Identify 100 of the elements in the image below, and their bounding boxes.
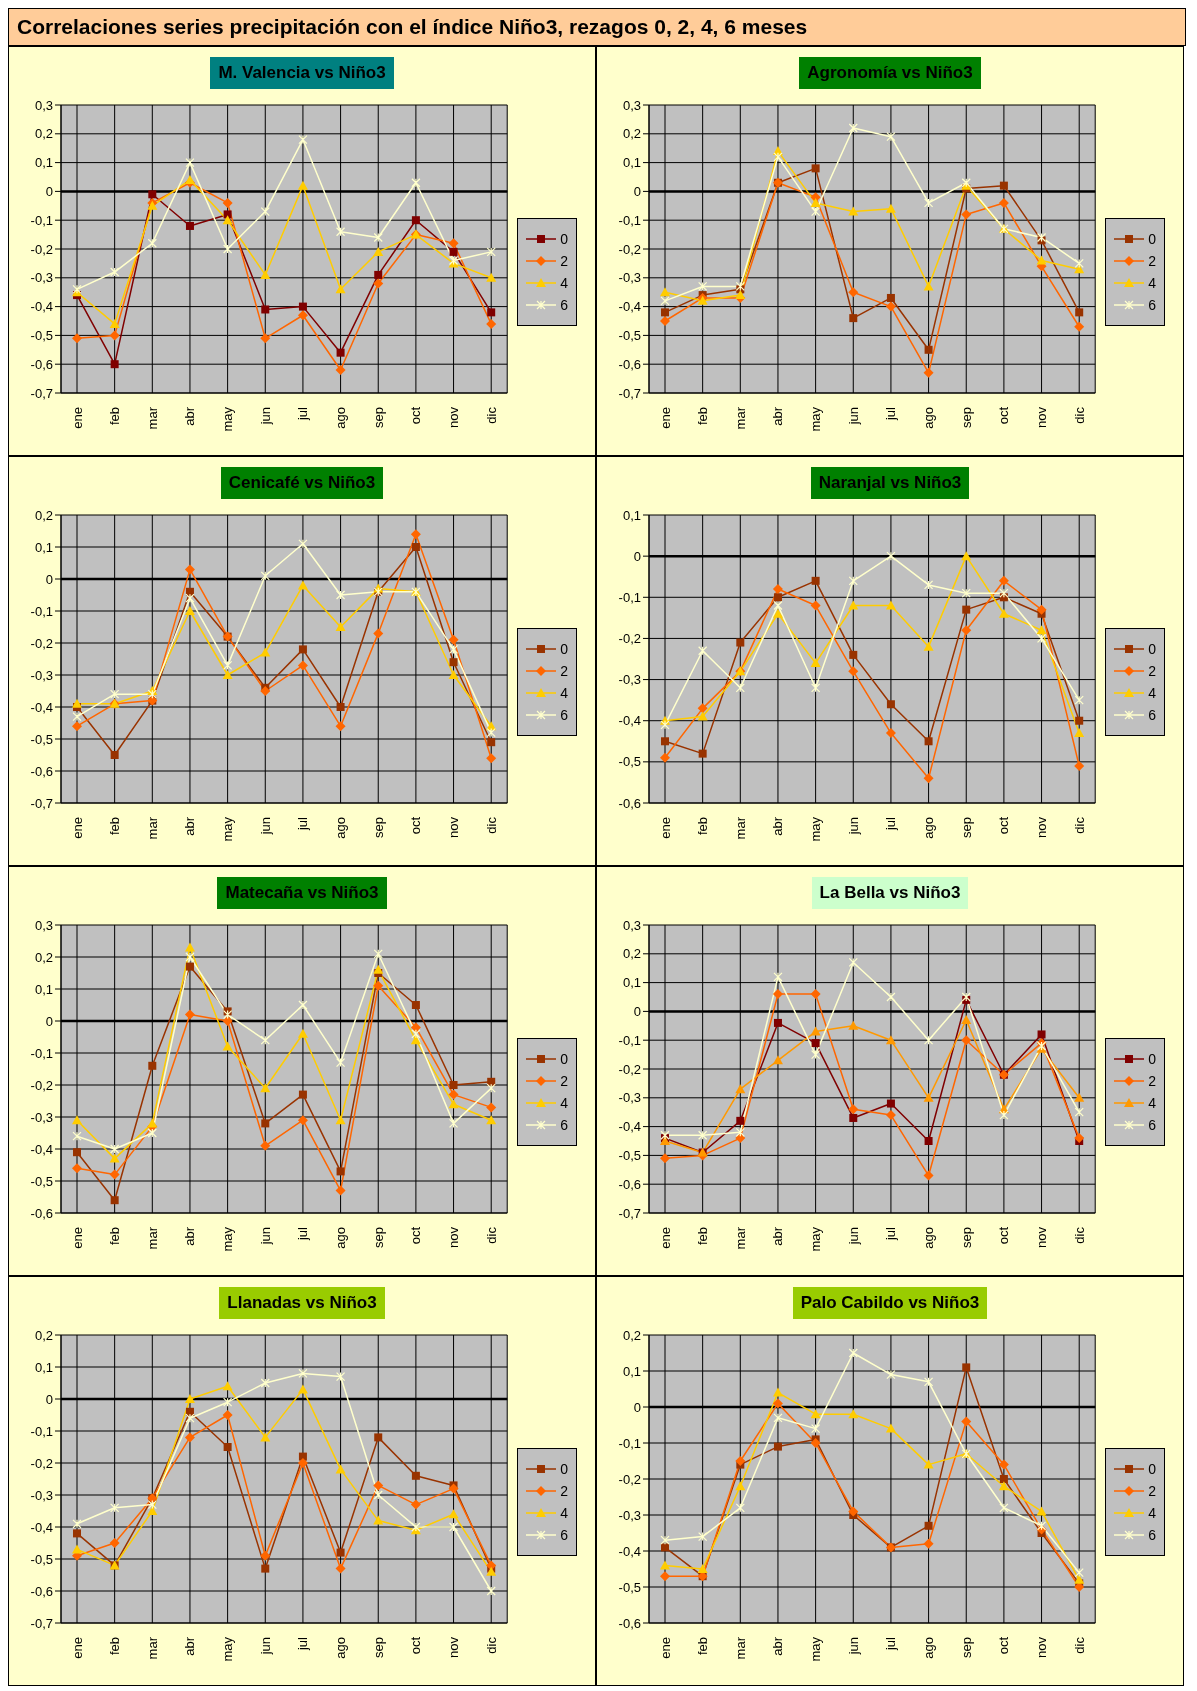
y-tick-label: -0,2	[618, 631, 641, 647]
y-tick-label: -0,4	[618, 299, 641, 315]
x-tick-label: jun	[845, 1227, 861, 1246]
x-tick-label: ene	[657, 407, 673, 429]
legend-label: 6	[560, 1527, 568, 1543]
x-tick-label: oct	[996, 1226, 1012, 1245]
y-tick-label: -0,4	[30, 1519, 53, 1535]
legend-label: 2	[1148, 253, 1156, 269]
y-tick-label: -0,3	[30, 667, 53, 683]
y-tick-label: 0	[633, 548, 641, 564]
x-tick-label: oct	[996, 816, 1012, 835]
x-tick-label: feb	[695, 1637, 711, 1656]
chart-title: Matecaña vs Niño3	[217, 877, 387, 909]
y-tick-label: 0,2	[34, 507, 53, 523]
legend-label: 2	[560, 253, 568, 269]
x-tick-label: abr	[770, 406, 786, 426]
x-tick-label: feb	[695, 407, 711, 426]
y-tick-label: -0,4	[618, 713, 641, 729]
x-tick-label: jul	[883, 816, 899, 832]
y-tick-label: -0,5	[30, 328, 53, 344]
y-tick-label: 0	[45, 1013, 53, 1029]
x-tick-label: oct	[408, 816, 424, 835]
y-tick-label: -0,6	[618, 356, 641, 372]
y-tick-label: 0	[45, 184, 53, 200]
x-tick-label: ago	[333, 407, 349, 429]
y-tick-label: -0,7	[30, 795, 53, 811]
x-tick-label: oct	[996, 406, 1012, 425]
x-tick-label: sep	[370, 407, 386, 428]
x-tick-label: jun	[845, 407, 861, 426]
y-tick-label: -0,3	[30, 1487, 53, 1503]
y-tick-label: 0,2	[622, 126, 641, 142]
y-tick-label: -0,5	[618, 1579, 641, 1595]
y-tick-label: 0,2	[34, 126, 53, 142]
x-tick-label: sep	[958, 817, 974, 838]
y-tick-label: -0,7	[30, 1615, 53, 1631]
x-tick-label: abr	[770, 816, 786, 836]
legend-label: 2	[560, 1483, 568, 1499]
x-tick-label: mar	[732, 1226, 748, 1250]
x-tick-label: dic	[1071, 406, 1087, 424]
y-tick-label: -0,6	[30, 763, 53, 779]
x-tick-label: feb	[107, 407, 123, 426]
x-tick-label: ene	[69, 407, 85, 429]
y-tick-label: -0,2	[30, 241, 53, 257]
x-tick-label: ene	[69, 1227, 85, 1249]
y-tick-label: -0,6	[30, 1205, 53, 1221]
legend-label: 6	[1148, 707, 1156, 723]
legend-label: 4	[1148, 1505, 1156, 1521]
x-tick-label: abr	[182, 816, 198, 836]
legend-label: 0	[560, 1051, 568, 1067]
y-tick-label: -0,4	[30, 699, 53, 715]
y-tick-label: -0,2	[30, 635, 53, 651]
chart-title: Agronomía vs Niño3	[799, 57, 981, 89]
y-tick-label: -0,3	[618, 672, 641, 688]
legend-label: 4	[1148, 275, 1156, 291]
legend-label: 2	[560, 1073, 568, 1089]
x-tick-label: oct	[408, 1636, 424, 1655]
x-tick-label: ene	[69, 817, 85, 839]
x-tick-label: jun	[845, 817, 861, 836]
x-tick-label: mar	[732, 816, 748, 840]
x-tick-label: dic	[1071, 1636, 1087, 1654]
x-tick-label: ene	[657, 1227, 673, 1249]
y-tick-label: -0,4	[30, 299, 53, 315]
x-tick-label: sep	[370, 1637, 386, 1658]
x-tick-label: mar	[144, 1636, 160, 1660]
y-tick-label: -0,1	[30, 212, 53, 228]
legend-label: 0	[560, 1461, 568, 1477]
x-tick-label: jun	[257, 817, 273, 836]
x-tick-label: nov	[446, 1226, 462, 1248]
x-tick-label: abr	[770, 1226, 786, 1246]
y-tick-label: -0,6	[618, 795, 641, 811]
y-tick-label: 0	[633, 184, 641, 200]
y-tick-label: 0,1	[622, 975, 641, 991]
y-tick-label: -0,7	[30, 385, 53, 401]
chart-title: La Bella vs Niño3	[811, 877, 969, 909]
y-tick-label: 0,2	[622, 946, 641, 962]
text: Correlaciones series precipitación con el índice Niño3, rezagos 0, 2, 4, 6 meses	[8, 8, 1186, 46]
x-tick-label: nov	[1034, 1226, 1050, 1248]
x-tick-label: jul	[295, 406, 311, 422]
x-tick-label: may	[808, 406, 824, 432]
y-tick-label: 0,3	[34, 97, 53, 113]
x-tick-label: mar	[144, 1226, 160, 1250]
legend-label: 6	[560, 297, 568, 313]
y-tick-label: -0,2	[618, 1471, 641, 1487]
x-tick-label: mar	[144, 406, 160, 430]
x-tick-label: jul	[295, 1636, 311, 1652]
x-tick-label: nov	[1034, 816, 1050, 838]
legend-label: 0	[560, 641, 568, 657]
x-tick-label: ago	[921, 817, 937, 839]
x-tick-label: dic	[1071, 1226, 1087, 1244]
y-tick-label: 0,1	[34, 981, 53, 997]
y-tick-label: -0,5	[618, 328, 641, 344]
y-tick-label: 0,2	[34, 949, 53, 965]
y-tick-label: 0,1	[622, 1363, 641, 1379]
x-tick-label: ago	[333, 1227, 349, 1249]
x-tick-label: jul	[883, 1226, 899, 1242]
legend-label: 2	[1148, 663, 1156, 679]
y-tick-label: -0,2	[30, 1455, 53, 1471]
x-tick-label: ene	[69, 1637, 85, 1659]
y-tick-label: -0,3	[618, 1090, 641, 1106]
y-tick-label: -0,3	[618, 1507, 641, 1523]
